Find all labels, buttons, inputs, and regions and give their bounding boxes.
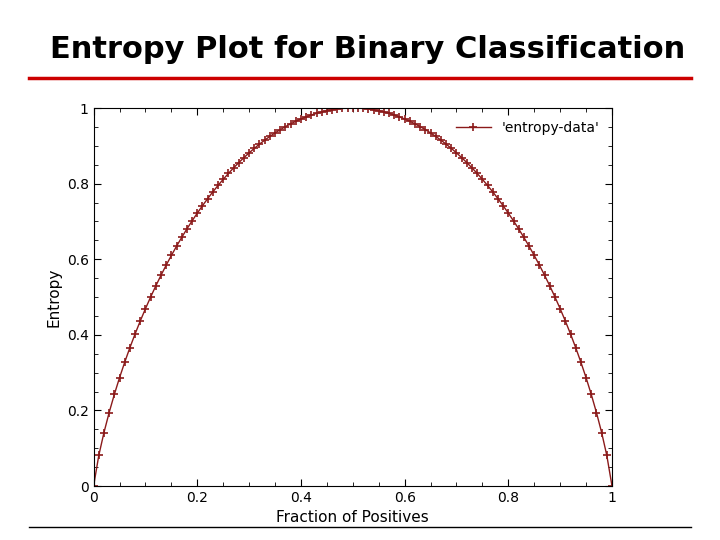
'entropy-data' [89, 483, 98, 489]
'entropy-data' [405, 118, 414, 125]
'entropy-data' [125, 345, 134, 351]
Line: 'entropy-data': 'entropy-data' [89, 104, 616, 490]
'entropy-data' [608, 483, 616, 489]
Text: Entropy Plot for Binary Classification: Entropy Plot for Binary Classification [50, 35, 685, 64]
'entropy-data' [483, 182, 492, 188]
'entropy-data' [219, 176, 228, 183]
'entropy-data' [328, 106, 336, 113]
'entropy-data' [457, 154, 466, 161]
'entropy-data' [348, 105, 357, 111]
Y-axis label: Entropy: Entropy [46, 267, 61, 327]
X-axis label: Fraction of Positives: Fraction of Positives [276, 510, 429, 525]
Legend: 'entropy-data': 'entropy-data' [450, 115, 605, 140]
